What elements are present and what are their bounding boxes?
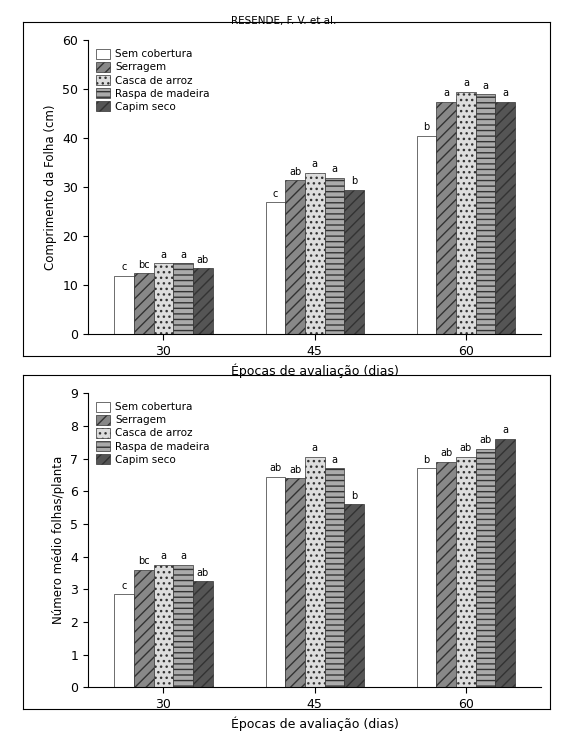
Y-axis label: Comprimento da Folha (cm): Comprimento da Folha (cm) (44, 104, 57, 270)
X-axis label: Épocas de avaliação (dias): Épocas de avaliação (dias) (231, 716, 399, 731)
Text: a: a (502, 426, 508, 435)
Bar (324, 468, 344, 687)
Text: bc: bc (138, 556, 150, 566)
Legend: Sem cobertura, Serragem, Casca de arroz, Raspa de madeira, Capim seco: Sem cobertura, Serragem, Casca de arroz,… (93, 46, 213, 115)
Text: b: b (424, 455, 430, 465)
Text: a: a (180, 250, 186, 260)
Bar (496, 439, 515, 687)
Bar (285, 180, 305, 334)
Text: a: a (312, 443, 318, 453)
Bar (437, 462, 456, 687)
Text: b: b (424, 123, 430, 132)
Bar (305, 457, 324, 687)
Bar (265, 202, 285, 334)
Text: ab: ab (460, 443, 472, 453)
Bar (174, 564, 193, 687)
Bar (496, 101, 515, 334)
Text: a: a (463, 79, 469, 88)
Bar (417, 468, 437, 687)
Bar (174, 263, 193, 334)
Text: a: a (443, 88, 449, 98)
Text: a: a (160, 250, 167, 260)
Text: a: a (180, 551, 186, 562)
Bar (193, 268, 213, 334)
Text: c: c (121, 581, 127, 591)
Bar (476, 94, 496, 334)
Bar (134, 570, 154, 687)
Y-axis label: Número médio folhas/planta: Número médio folhas/planta (52, 456, 65, 624)
Text: c: c (121, 262, 127, 272)
Bar (437, 101, 456, 334)
Text: bc: bc (138, 259, 150, 270)
Text: a: a (483, 81, 489, 91)
Bar (476, 449, 496, 687)
Text: RESENDE, F. V. et al.: RESENDE, F. V. et al. (231, 16, 336, 26)
Text: ab: ab (197, 255, 209, 265)
Text: ab: ab (289, 465, 301, 475)
Bar (456, 457, 476, 687)
Text: b: b (351, 176, 357, 187)
Text: a: a (331, 164, 337, 174)
Text: c: c (273, 189, 278, 198)
Bar (324, 178, 344, 334)
Bar (115, 276, 134, 334)
Text: b: b (351, 491, 357, 501)
Text: ab: ab (197, 567, 209, 578)
Bar (417, 136, 437, 334)
Text: ab: ab (289, 167, 301, 176)
Bar (344, 190, 364, 334)
Bar (265, 476, 285, 687)
Bar (456, 92, 476, 334)
Text: ab: ab (269, 463, 281, 473)
Bar (193, 581, 213, 687)
Text: ab: ab (480, 435, 492, 445)
Bar (154, 564, 174, 687)
Text: ab: ab (440, 448, 452, 459)
Text: a: a (312, 159, 318, 169)
Bar (134, 273, 154, 334)
Bar (285, 478, 305, 687)
Text: a: a (160, 551, 167, 562)
Bar (344, 504, 364, 687)
Text: a: a (331, 455, 337, 465)
Bar (115, 594, 134, 687)
Legend: Sem cobertura, Serragem, Casca de arroz, Raspa de madeira, Capim seco: Sem cobertura, Serragem, Casca de arroz,… (93, 398, 213, 467)
Text: a: a (502, 88, 508, 98)
Bar (154, 263, 174, 334)
Bar (305, 173, 324, 334)
X-axis label: Épocas de avaliação (dias): Épocas de avaliação (dias) (231, 363, 399, 378)
